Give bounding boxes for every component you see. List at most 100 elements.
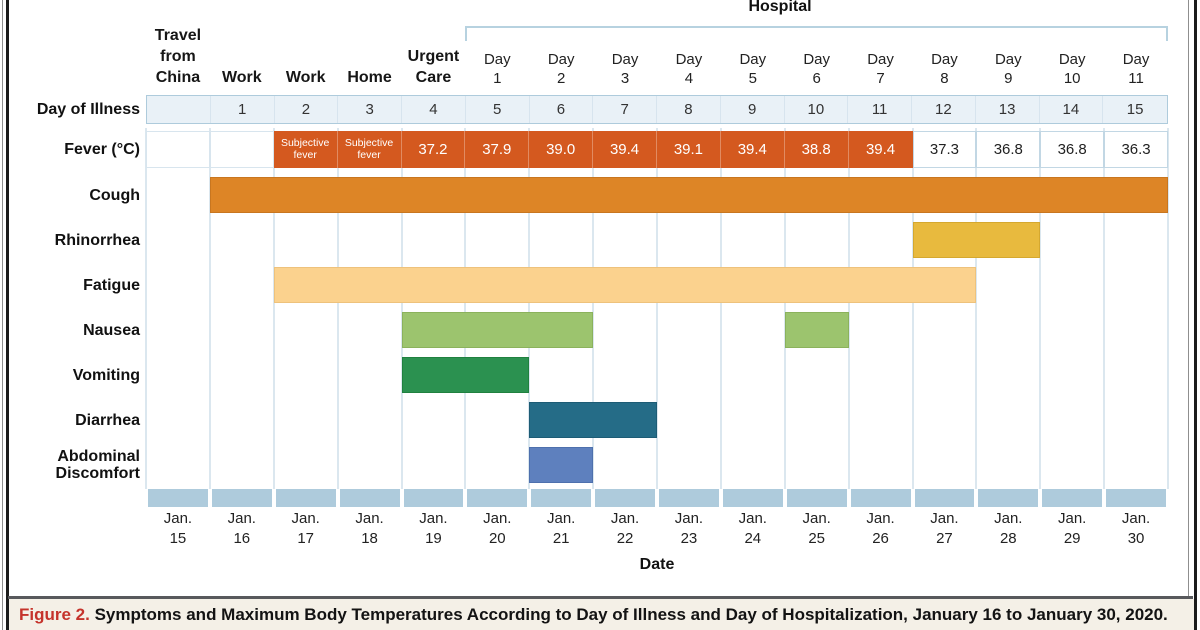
date-tick-label: Jan. 21 xyxy=(529,509,593,551)
column-header: Day 9 xyxy=(976,0,1040,90)
date-band-box xyxy=(531,489,592,507)
column-header: Travel from China xyxy=(146,0,210,90)
figure-number-label: Figure 2. xyxy=(19,605,90,624)
fever-cell: Subjective fever xyxy=(273,131,338,168)
fever-cell: 39.0 xyxy=(529,131,594,168)
date-day-line: 21 xyxy=(552,530,570,547)
date-day-line: 15 xyxy=(169,530,187,547)
column-header-line: from xyxy=(160,48,196,65)
column-header-line: 10 xyxy=(1063,70,1081,87)
column-gridline xyxy=(400,128,403,489)
column-gridline xyxy=(1039,128,1042,489)
column-header: Home xyxy=(338,0,402,90)
day-of-illness-label: Day of Illness xyxy=(36,101,140,118)
column-header-line: 6 xyxy=(812,70,821,87)
left-inner-border xyxy=(6,0,9,630)
fever-cell: 39.4 xyxy=(848,131,913,168)
fever-cell: 39.1 xyxy=(657,131,721,168)
column-header-line: Home xyxy=(347,69,392,86)
right-outer-border xyxy=(1188,0,1189,630)
column-gridline xyxy=(145,128,147,489)
column-header-line: 5 xyxy=(748,70,757,87)
symptom-bar-diarrhea xyxy=(529,402,657,438)
date-band-box xyxy=(978,489,1039,507)
column-header-line: 7 xyxy=(876,70,885,87)
hospital-label: Hospital xyxy=(748,0,812,15)
column-header-line: 2 xyxy=(557,70,566,87)
date-month-line: Jan. xyxy=(483,510,512,527)
hospital-bracket xyxy=(465,26,1168,41)
column-gridline xyxy=(272,128,275,489)
date-band-box xyxy=(1042,489,1103,507)
date-month-line: Jan. xyxy=(1058,510,1087,527)
column-header-line: Day xyxy=(547,51,575,68)
day-of-illness-value: 1 xyxy=(211,96,275,123)
column-header-line: Day xyxy=(675,51,703,68)
column-gridline xyxy=(783,128,786,489)
date-band-box xyxy=(403,489,464,507)
column-header: Day 7 xyxy=(849,0,913,90)
date-day-line: 29 xyxy=(1063,530,1081,547)
column-header: Urgent Care xyxy=(402,0,466,90)
symptom-bar-nausea xyxy=(401,312,594,348)
column-header-line: 3 xyxy=(620,70,630,87)
date-day-line: 30 xyxy=(1127,530,1145,547)
column-header-line: China xyxy=(155,69,201,86)
date-month-line: Jan. xyxy=(1121,510,1151,527)
row-label-fatigue: Fatigue xyxy=(83,276,140,294)
column-header: Day 4 xyxy=(657,0,721,90)
date-day-line: 24 xyxy=(744,530,762,547)
column-header-line: Travel xyxy=(154,27,202,44)
column-header-line: Work xyxy=(221,69,262,86)
column-header: Work xyxy=(274,0,338,90)
fever-cell xyxy=(146,131,210,168)
date-band-box xyxy=(275,489,336,507)
column-header: Day 1 xyxy=(465,0,529,90)
column-header: Day 5 xyxy=(721,0,785,90)
date-month-line: Jan. xyxy=(419,510,448,527)
fever-cell: 38.8 xyxy=(784,131,849,168)
column-gridline xyxy=(847,128,850,489)
column-header-line: Work xyxy=(285,69,326,86)
date-tick-label: Jan. 30 xyxy=(1104,509,1168,551)
column-header-line: Day xyxy=(739,51,767,68)
date-month-line: Jan. xyxy=(547,510,576,527)
date-tick-label: Jan. 19 xyxy=(402,509,466,551)
column-gridline xyxy=(336,128,339,489)
date-band-box xyxy=(914,489,975,507)
column-header: Day 3 xyxy=(593,0,657,90)
column-gridline xyxy=(719,128,722,489)
column-header: Day 8 xyxy=(913,0,977,90)
date-day-line: 19 xyxy=(425,530,442,547)
fever-cell: 36.3 xyxy=(1104,131,1168,168)
row-labels: Day of Illness Fever (°C) Cough Rhinorrhea F… xyxy=(0,0,146,630)
caption-area: Figure 2. Symptoms and Maximum Body Temp… xyxy=(9,599,1194,630)
date-band-box xyxy=(339,489,400,507)
date-tick-label: Jan. 23 xyxy=(657,509,721,551)
day-of-illness-value xyxy=(147,96,211,123)
column-header-line: 8 xyxy=(940,70,949,87)
column-header: Day 2 xyxy=(529,0,593,90)
column-header-line: Care xyxy=(415,69,452,86)
date-tick-label: Jan. 26 xyxy=(849,509,913,551)
column-header-line: 1 xyxy=(493,70,502,87)
date-band-box xyxy=(148,489,208,507)
column-header-line: Urgent xyxy=(407,48,460,65)
date-band-box xyxy=(1106,489,1166,507)
date-day-line: 22 xyxy=(616,530,634,547)
date-tick-label: Jan. 29 xyxy=(1040,509,1104,551)
day-of-illness-value: 3 xyxy=(338,96,402,123)
column-gridline xyxy=(911,128,914,489)
date-day-line: 26 xyxy=(872,530,889,547)
column-header-line: Day xyxy=(1058,51,1086,68)
fever-cell: 37.2 xyxy=(401,131,466,168)
date-band-box xyxy=(722,489,783,507)
date-month-line: Jan. xyxy=(802,510,831,527)
column-header-line: 4 xyxy=(684,70,694,87)
column-gridline xyxy=(592,128,595,489)
row-label-rhinorrhea: Rhinorrhea xyxy=(54,231,140,249)
day-of-illness-value: 8 xyxy=(657,96,721,123)
date-month-line: Jan. xyxy=(355,510,384,527)
day-of-illness-value: 7 xyxy=(593,96,657,123)
